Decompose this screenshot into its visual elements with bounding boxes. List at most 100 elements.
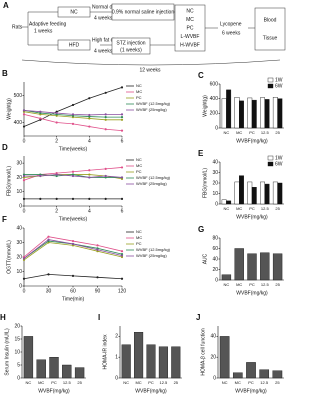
panel-label: C xyxy=(198,71,204,80)
bar xyxy=(260,181,266,205)
series-line xyxy=(23,87,123,127)
bar xyxy=(171,346,181,379)
legend-swatch xyxy=(267,77,274,83)
panel-label: A xyxy=(3,1,9,10)
y-tick-label: 20 xyxy=(210,355,216,361)
point xyxy=(104,174,107,178)
point xyxy=(39,197,42,200)
point xyxy=(120,113,124,116)
legend-label: 1W xyxy=(275,155,283,161)
point xyxy=(88,169,91,172)
y-tick-label: 0 xyxy=(213,375,216,381)
label: (1 weeks) xyxy=(120,47,142,53)
point xyxy=(71,103,75,107)
y-tick-label: 10 xyxy=(212,191,218,197)
x-tick-label: 25 xyxy=(275,206,280,211)
node: PC xyxy=(187,25,194,31)
y-tick-label: 15 xyxy=(14,336,20,342)
bar xyxy=(260,252,270,281)
bar xyxy=(277,98,283,129)
x-tick-label: MC xyxy=(135,380,141,385)
point xyxy=(22,277,26,280)
point xyxy=(88,117,91,120)
bar xyxy=(260,97,266,129)
y-tick-label: 0 xyxy=(215,125,218,131)
bar xyxy=(23,336,34,379)
point xyxy=(120,118,124,121)
x-tick-label: 12.5 xyxy=(260,380,269,385)
bar xyxy=(246,362,256,379)
legend-label: 6W xyxy=(275,161,283,167)
bar xyxy=(247,181,253,205)
bar xyxy=(158,346,168,379)
x-tick-label: PC xyxy=(249,282,255,287)
point xyxy=(22,257,26,260)
point xyxy=(120,116,124,119)
point xyxy=(88,97,91,100)
y-tick-label: 10 xyxy=(14,349,20,355)
x-tick-label: MC xyxy=(236,206,242,211)
y-axis-label: HOMA-IR index xyxy=(102,334,108,370)
x-tick-label: MC xyxy=(236,282,242,287)
y-axis-label: AUC xyxy=(202,253,208,264)
point xyxy=(22,109,26,112)
panel-label: E xyxy=(198,149,204,158)
node: NC xyxy=(70,9,78,15)
legend-swatch xyxy=(267,83,274,89)
panel-label: F xyxy=(2,215,7,224)
y-axis-label: Serum Insulin (mU/L) xyxy=(4,328,10,376)
point xyxy=(47,273,50,276)
y-tick-label: 40 xyxy=(16,225,22,231)
x-tick-label: 6 xyxy=(121,138,124,144)
node: NC xyxy=(186,8,194,14)
point xyxy=(120,176,124,179)
point xyxy=(120,166,124,169)
x-tick-label: 25 xyxy=(77,380,82,385)
panel-label: D xyxy=(2,143,8,152)
node: Tissue xyxy=(263,35,278,41)
point xyxy=(71,274,75,277)
panel-label: G xyxy=(198,225,204,234)
x-tick-label: 4 xyxy=(88,208,91,214)
bar xyxy=(36,359,46,379)
x-tick-label: 12.5 xyxy=(63,380,72,385)
x-tick-label: 25 xyxy=(275,380,280,385)
label: Adaptive feeding xyxy=(29,21,66,27)
point xyxy=(55,121,58,124)
y-tick-label: 80 xyxy=(212,235,218,241)
point xyxy=(88,176,91,179)
point xyxy=(104,197,107,200)
bar xyxy=(272,253,283,281)
y-tick-label: 20 xyxy=(14,323,20,329)
bar xyxy=(121,344,131,379)
x-tick-label: NC xyxy=(224,282,230,287)
x-tick-label: 60 xyxy=(70,288,76,294)
point xyxy=(104,91,107,94)
label: Lycopene xyxy=(220,21,242,27)
bar xyxy=(272,96,278,129)
y-axis-label: FBG(mmol/L) xyxy=(6,166,12,196)
y-tick-label: 2 xyxy=(115,334,118,340)
node: Blood xyxy=(264,17,277,23)
point xyxy=(39,117,42,120)
x-tick-label: 120 xyxy=(118,288,127,294)
bar xyxy=(219,336,230,379)
x-tick-label: 12.5 xyxy=(160,380,169,385)
x-tick-label: 25 xyxy=(275,130,280,135)
label: 6 weeks xyxy=(222,30,241,36)
legend-label: WVBF (25mg/kg) xyxy=(136,107,167,112)
brace xyxy=(21,59,281,66)
bar xyxy=(62,364,72,379)
x-axis-label: WVBF(mg/kg) xyxy=(236,214,268,220)
x-axis-label: WVBF(mg/kg) xyxy=(236,138,268,144)
legend-label: WVBF (25mg/kg) xyxy=(136,253,167,258)
panel-label: J xyxy=(196,313,200,322)
box xyxy=(111,37,151,55)
point xyxy=(55,111,58,115)
bar xyxy=(234,248,244,281)
x-tick-label: 12.5 xyxy=(261,206,270,211)
box xyxy=(254,7,286,51)
legend-label: NC xyxy=(136,229,142,234)
x-tick-label: 12.5 xyxy=(261,282,270,287)
bar xyxy=(134,332,144,379)
